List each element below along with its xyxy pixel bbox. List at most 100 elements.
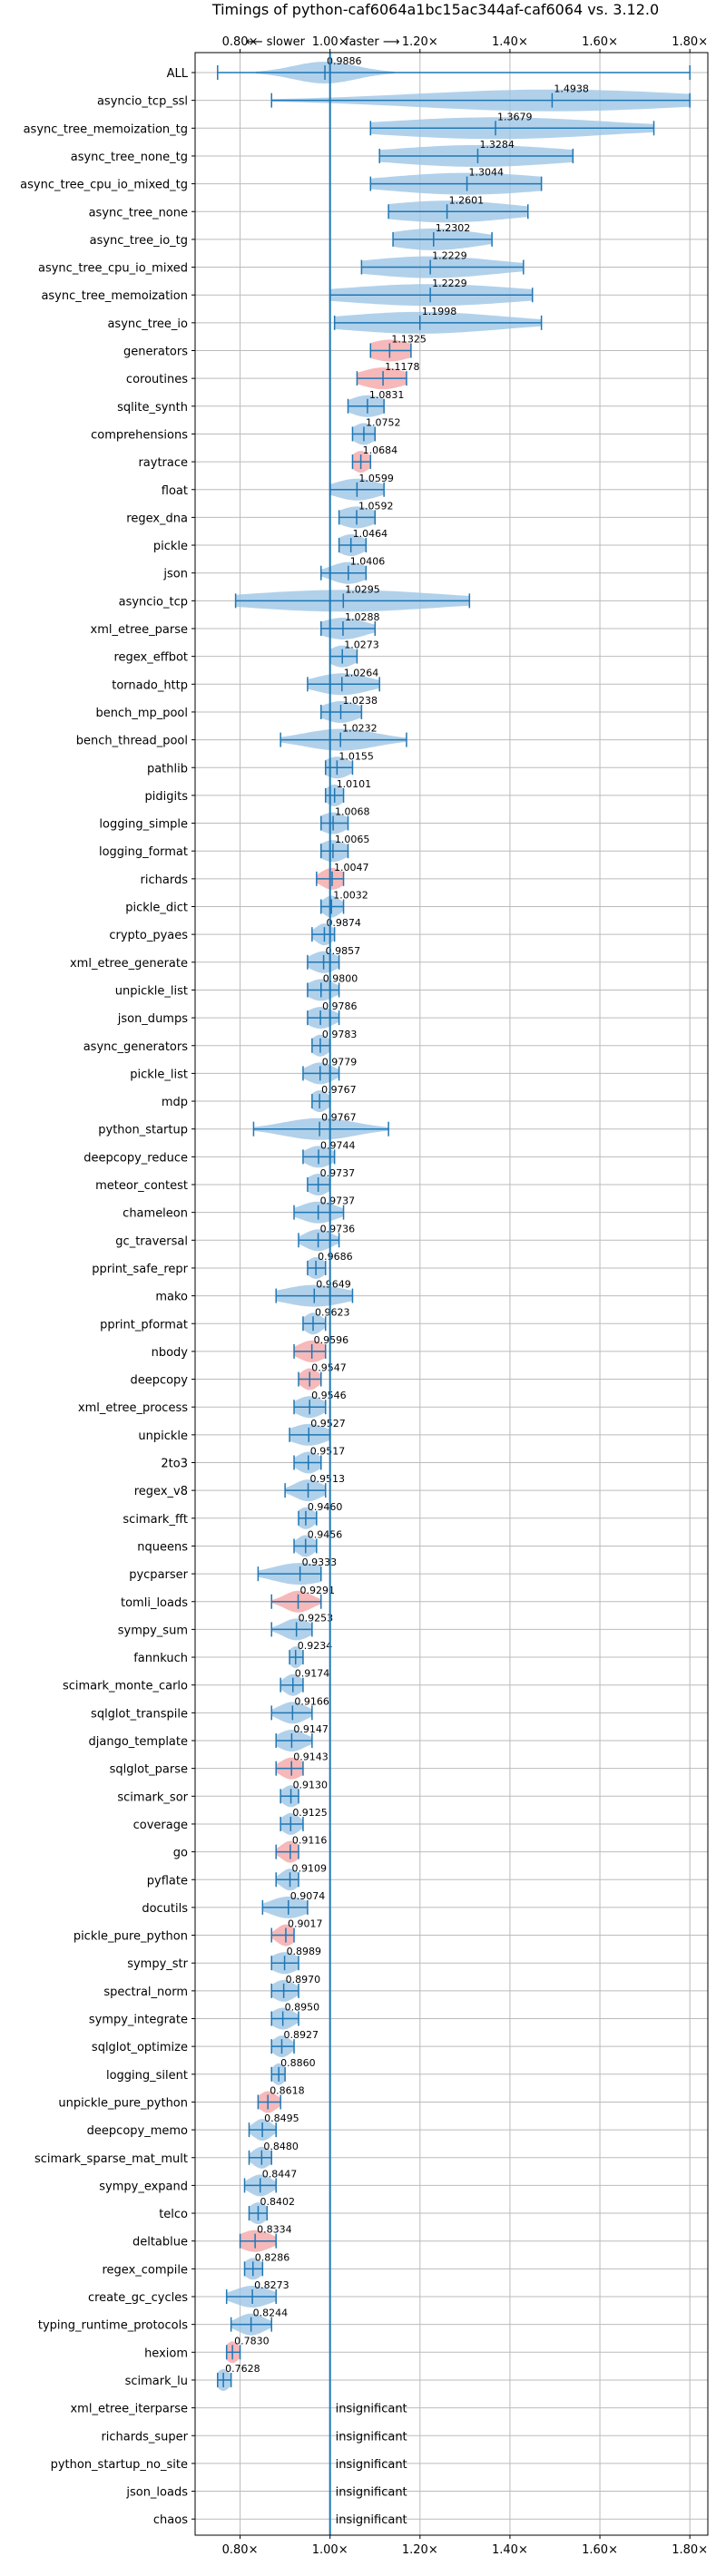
benchmark-violin-group: 0.8989: [270, 1946, 321, 1975]
benchmark-violin-group: 0.9623: [302, 1306, 349, 1335]
benchmark-label: pprint_safe_repr: [92, 1263, 188, 1276]
benchmark-label: pycparser: [129, 1568, 188, 1582]
benchmark-violin-group: 1.0752: [351, 416, 401, 445]
benchmark-violin-group: 1.0592: [338, 500, 394, 529]
benchmark-violin-group: 0.9874: [311, 917, 361, 946]
benchmark-label: telco: [159, 2208, 188, 2221]
value-label: 0.9517: [310, 1446, 346, 1458]
value-label: 0.9125: [292, 1807, 328, 1819]
benchmark-violin-group: 1.3679: [369, 111, 655, 140]
benchmark-label: pickle_list: [130, 1068, 188, 1081]
benchmark-violin-group: 0.8286: [243, 2251, 289, 2280]
benchmark-label: scimark_sparse_mat_mult: [34, 2152, 188, 2166]
insignificant-label: insignificant: [336, 2513, 407, 2527]
benchmark-violin-group: 1.0264: [307, 667, 380, 696]
insignificant-label: insignificant: [336, 2403, 407, 2416]
value-label: 0.9800: [323, 972, 358, 984]
benchmark-label: sympy_integrate: [89, 2014, 188, 2027]
benchmark-label: nbody: [152, 1346, 189, 1360]
benchmark-violin-group: 0.9291: [270, 1585, 336, 1613]
benchmark-label: mako: [155, 1291, 188, 1304]
benchmark-label: unpickle_list: [115, 984, 188, 998]
value-label: 0.9786: [322, 1000, 358, 1012]
benchmark-violin-group: 1.2601: [388, 194, 529, 223]
benchmark-violin-group: 1.2229: [329, 278, 534, 307]
value-label: 1.3284: [479, 139, 515, 151]
benchmark-label: coverage: [133, 1819, 188, 1832]
benchmark-label: richards_super: [101, 2430, 188, 2444]
value-label: 1.0047: [334, 862, 369, 873]
value-label: 0.9783: [322, 1029, 358, 1040]
value-label: 0.9116: [292, 1835, 328, 1847]
bottom-tick-label: 1.20×: [402, 2543, 438, 2557]
benchmark-violin-group: 1.3044: [369, 167, 543, 195]
benchmark-label: async_tree_memoization: [41, 289, 188, 303]
value-label: 1.2601: [449, 194, 484, 206]
value-label: 1.0273: [344, 639, 379, 651]
benchmark-label: deepcopy_reduce: [83, 1151, 188, 1165]
benchmark-label: pyflate: [147, 1874, 188, 1888]
value-label: 0.9291: [300, 1585, 336, 1596]
benchmark-label: tomli_loads: [121, 1596, 188, 1610]
value-label: 0.9767: [321, 1084, 357, 1096]
benchmark-violin-group: 1.0295: [234, 583, 471, 612]
benchmark-violin-group: 1.0599: [329, 473, 394, 501]
value-label: 0.8927: [284, 2029, 319, 2041]
benchmark-label: json_loads: [125, 2486, 188, 2500]
value-label: 0.9234: [298, 1640, 333, 1652]
faster-direction-label: faster ⟶: [345, 35, 400, 49]
benchmark-label: asyncio_tcp: [119, 595, 188, 609]
value-label: 0.8447: [262, 2168, 298, 2180]
top-tick-label: 1.40×: [492, 35, 528, 49]
value-label: 0.8402: [260, 2196, 295, 2208]
value-label: 1.2229: [432, 250, 467, 262]
value-label: 1.3679: [497, 111, 533, 122]
top-tick-label: 1.20×: [402, 35, 438, 49]
benchmark-violin-group: 0.9767: [252, 1112, 389, 1140]
benchmark-violin-group: 0.9767: [311, 1084, 357, 1112]
benchmark-label: chameleon: [123, 1207, 188, 1221]
benchmark-label: pathlib: [147, 762, 188, 776]
benchmark-label: sympy_sum: [118, 1624, 188, 1637]
benchmark-label: regex_compile: [102, 2263, 188, 2277]
value-label: 1.0232: [342, 723, 378, 735]
benchmark-violin-group: 0.8480: [248, 2141, 299, 2169]
value-label: 1.4938: [554, 83, 589, 95]
value-label: 0.9546: [311, 1390, 347, 1401]
benchmark-label: bench_mp_pool: [95, 707, 188, 720]
value-label: 0.9744: [320, 1139, 356, 1151]
benchmark-label: sympy_expand: [99, 2180, 188, 2193]
benchmark-violin-group: 0.9596: [293, 1334, 348, 1362]
benchmark-violin-group: 0.9017: [270, 1918, 322, 1947]
benchmark-label: deepcopy: [130, 1374, 188, 1388]
benchmark-violin-group: 0.9253: [270, 1612, 333, 1641]
plot-frame: [194, 52, 709, 2536]
benchmark-label: asyncio_tcp_ssl: [97, 95, 188, 109]
benchmark-violin-group: 1.3284: [378, 139, 574, 167]
top-tick-label: 1.80×: [672, 35, 708, 49]
benchmark-violin-group: 0.9546: [293, 1390, 347, 1419]
value-label: 0.8334: [257, 2224, 292, 2236]
benchmark-violin-group: 0.9109: [275, 1862, 327, 1891]
benchmark-label: regex_v8: [134, 1485, 188, 1498]
value-label: 0.9886: [327, 55, 362, 67]
benchmark-violin-group: 0.9857: [307, 945, 360, 973]
value-label: 1.0752: [366, 416, 401, 428]
value-label: 1.0406: [350, 556, 386, 568]
value-label: 0.9513: [310, 1473, 346, 1485]
benchmark-label: create_gc_cycles: [88, 2291, 188, 2305]
benchmark-violin-group: 1.0464: [338, 528, 388, 556]
value-label: 1.1178: [385, 361, 420, 373]
value-label: 1.0101: [337, 778, 372, 790]
value-label: 1.0068: [335, 806, 370, 818]
value-label: 0.9736: [320, 1223, 356, 1234]
benchmark-violin-group: 0.9686: [307, 1251, 353, 1279]
benchmark-violin-group: 0.9783: [311, 1029, 358, 1057]
benchmark-label: float: [162, 484, 188, 498]
bottom-tick-label: 1.80×: [672, 2543, 708, 2557]
benchmark-label: scimark_lu: [125, 2375, 188, 2388]
value-label: 1.0599: [358, 473, 394, 484]
value-label: 0.8480: [263, 2141, 299, 2152]
value-label: 0.9686: [318, 1251, 353, 1263]
benchmark-label: docutils: [142, 1902, 188, 1916]
